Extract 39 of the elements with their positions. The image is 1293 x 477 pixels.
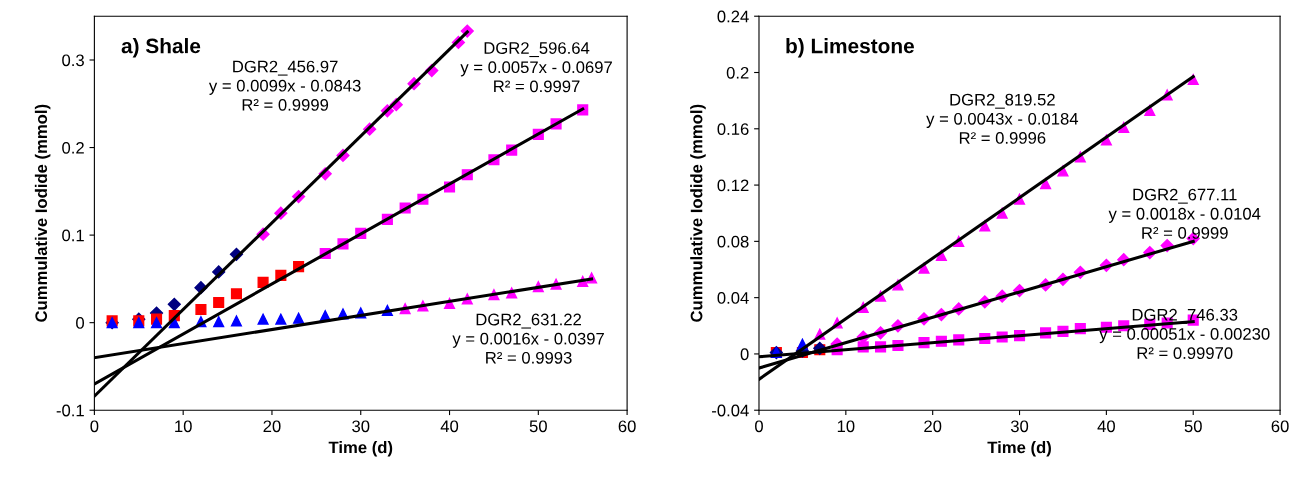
x-tick-label: 10 xyxy=(837,420,855,433)
x-tick-label: 50 xyxy=(529,420,547,433)
text: b) Limestone xyxy=(786,38,914,58)
y-tick-label: 0 xyxy=(740,348,749,361)
y-tick-label: 0.04 xyxy=(717,292,749,304)
x-tick-label: 30 xyxy=(352,420,370,433)
annotation: DGR2_819.52 y = 0.0043x - 0.0184 R² = 0.9996 xyxy=(926,93,1079,144)
y-tick-label: 0 xyxy=(76,317,85,329)
annotation: DGR2_456.97 y = 0.0099x - 0.0843 R² = 0.9999 xyxy=(208,60,361,111)
x-tick-label: 40 xyxy=(440,420,459,433)
annotation: DGR2_746.33 y = 0.00051x - 0.00230 R² = 0.99970 xyxy=(1099,308,1270,359)
y-tick-label: -0.1 xyxy=(56,404,84,417)
y-axis-title: Cummulative Iodide (mmol) xyxy=(690,104,706,322)
x-axis-title: Time (d) xyxy=(328,441,393,457)
y-tick-label: 0.3 xyxy=(62,54,84,67)
x-tick-label: 0 xyxy=(755,420,763,433)
y-tick-label: 0.24 xyxy=(717,10,749,23)
y-tick-label: 0.1 xyxy=(62,229,84,242)
x-tick-label: 20 xyxy=(924,420,942,433)
annotation: DGR2_596.64 y = 0.0057x - 0.0697 R² = 0.9997 xyxy=(460,42,612,93)
y-tick-label: -0.04 xyxy=(712,404,749,417)
x-tick-label: 40 xyxy=(1097,420,1115,433)
x-axis-title: Time (d) xyxy=(987,441,1051,457)
annotation: DGR2_677.11 y = 0.0018x - 0.0104 R² = 0.9999 xyxy=(1108,188,1261,239)
x-tick-label: 50 xyxy=(1184,420,1202,433)
x-tick-label: 60 xyxy=(1271,420,1289,433)
y-tick-label: 0.08 xyxy=(717,235,749,248)
y-tick-label: 0.16 xyxy=(717,123,749,135)
x-tick-label: 30 xyxy=(1010,420,1029,433)
y-tick-label: 0.2 xyxy=(62,141,84,154)
text: a) Shale xyxy=(121,38,201,58)
x-tick-label: 60 xyxy=(618,420,636,433)
y-tick-label: 0.12 xyxy=(717,179,749,192)
y-axis-title: Cummulative Iodide (mmol) xyxy=(34,104,51,322)
x-tick-label: 20 xyxy=(263,420,281,433)
y-tick-label: 0.2 xyxy=(726,66,749,79)
annotation: DGR2_631.22 y = 0.0016x - 0.0397 R² = 0.9993 xyxy=(452,313,604,364)
x-tick-label: 10 xyxy=(175,420,192,433)
x-tick-label: 0 xyxy=(90,420,99,433)
